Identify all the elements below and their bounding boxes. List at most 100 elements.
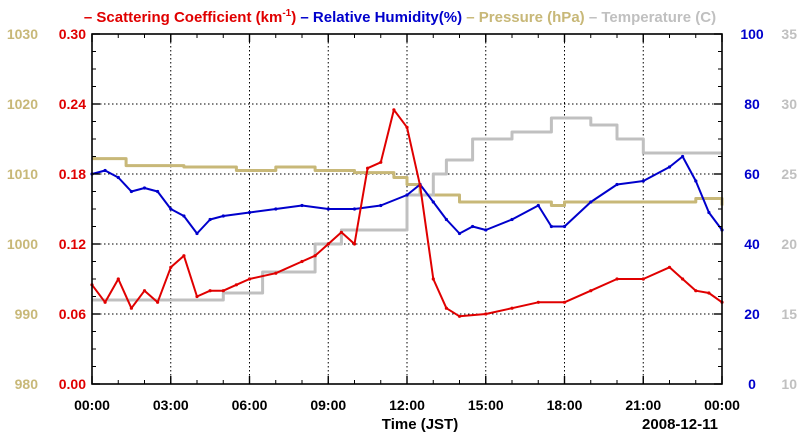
- series-layer: [90, 108, 724, 318]
- temperature-tick-label: 30: [781, 96, 797, 112]
- series-point-scattering: [142, 289, 147, 293]
- series-point-humidity: [707, 210, 711, 215]
- pressure-tick-label: 980: [15, 376, 39, 392]
- series-point-humidity: [156, 189, 160, 194]
- legend-entry-3: – Temperature (: [585, 9, 701, 26]
- series-point-scattering: [339, 230, 343, 234]
- temperature-tick-label: 15: [781, 306, 797, 322]
- series-point-scattering: [694, 289, 698, 293]
- legend-entry-tail: C): [700, 9, 716, 26]
- scattering-tick-label: 0.06: [59, 306, 86, 322]
- series-point-humidity: [510, 217, 514, 222]
- tick-layer: 00:00 03:00 06:00 09:00 12:00 15:00 18:00 21:00…: [7, 26, 797, 413]
- series-point-humidity: [103, 168, 107, 173]
- series-point-scattering: [457, 314, 462, 318]
- series-point-humidity: [405, 193, 409, 197]
- series-point-scattering: [300, 259, 304, 264]
- scattering-tick-label: 0.12: [59, 236, 86, 252]
- legend-title-text: – Scattering Coefficient (km-1) – Relati…: [84, 8, 716, 26]
- series-point-scattering: [156, 300, 160, 304]
- series-point-scattering: [392, 108, 396, 112]
- series-point-humidity: [457, 231, 462, 236]
- series-point-humidity: [615, 182, 619, 187]
- pressure-tick-label: 1020: [7, 96, 38, 112]
- scattering-tick-label: 0.30: [59, 26, 86, 42]
- humidity-tick-label: 40: [744, 236, 760, 252]
- series-point-scattering: [195, 294, 199, 299]
- series-point-scattering: [221, 289, 225, 293]
- series-point-humidity: [142, 186, 147, 190]
- x-tick-label: 21:00: [625, 397, 661, 413]
- date-label: 2008-12-11: [642, 416, 718, 433]
- legend-title: – Scattering Coefficient (km-1) – Relati…: [84, 8, 716, 26]
- series-point-humidity: [182, 214, 186, 218]
- series-point-humidity: [208, 217, 212, 222]
- series-point-scattering: [182, 254, 186, 258]
- x-axis-label: Time (JST): [382, 416, 458, 433]
- series-point-humidity: [300, 203, 304, 208]
- series-point-scattering: [169, 265, 173, 269]
- series-point-humidity: [667, 165, 672, 169]
- humidity-tick-label: 100: [740, 26, 764, 42]
- series-point-humidity: [352, 207, 357, 211]
- series-point-scattering: [208, 289, 212, 293]
- series-point-scattering: [313, 254, 317, 258]
- legend-entry-1: – Relative Humidity(%): [296, 9, 462, 26]
- series-point-scattering: [418, 184, 422, 188]
- series-point-humidity: [326, 207, 330, 211]
- pressure-tick-label: 990: [15, 306, 39, 322]
- x-tick-label: 18:00: [547, 397, 583, 413]
- series-point-humidity: [562, 224, 567, 229]
- series-point-scattering: [431, 277, 435, 281]
- series-point-humidity: [641, 179, 645, 183]
- series-point-humidity: [694, 179, 698, 183]
- x-tick-label: 15:00: [468, 397, 504, 413]
- x-tick-label: 00:00: [704, 397, 740, 413]
- series-line-temperature: [92, 116, 722, 302]
- humidity-tick-label: 60: [744, 166, 760, 182]
- series-point-humidity: [589, 200, 593, 204]
- series-point-humidity: [169, 207, 173, 211]
- x-tick-label: 12:00: [389, 397, 425, 413]
- series-point-scattering: [234, 283, 238, 287]
- legend-entry-tail: ): [291, 9, 296, 26]
- series-point-humidity: [549, 224, 554, 229]
- temperature-tick-label: 35: [781, 26, 797, 42]
- series-point-humidity: [195, 231, 199, 236]
- series-point-humidity: [431, 200, 435, 204]
- series-point-scattering: [641, 277, 645, 281]
- series-point-scattering: [247, 277, 252, 281]
- series-point-scattering: [707, 291, 711, 295]
- series-point-humidity: [247, 210, 252, 215]
- series-point-scattering: [352, 242, 357, 246]
- series-point-humidity: [116, 175, 120, 180]
- series-point-scattering: [366, 166, 370, 170]
- series-point-scattering: [326, 242, 330, 246]
- humidity-tick-label: 80: [744, 96, 760, 112]
- temperature-tick-label: 20: [781, 236, 797, 252]
- x-tick-label: 00:00: [74, 397, 110, 413]
- series-point-scattering: [589, 289, 593, 293]
- series-point-scattering: [379, 160, 383, 164]
- series-point-humidity: [681, 154, 685, 159]
- pressure-tick-label: 1010: [7, 166, 38, 182]
- pressure-tick-label: 1030: [7, 26, 38, 42]
- series-point-humidity: [536, 203, 540, 208]
- scattering-tick-label: 0.18: [59, 166, 86, 182]
- series-point-scattering: [103, 300, 107, 304]
- legend-entry-2: – Pressure (hPa): [462, 9, 585, 26]
- series-point-scattering: [667, 265, 672, 269]
- series-point-scattering: [444, 306, 448, 310]
- series-point-humidity: [129, 189, 133, 194]
- x-tick-label: 03:00: [153, 397, 189, 413]
- series-point-humidity: [274, 207, 278, 211]
- x-tick-label: 06:00: [232, 397, 268, 413]
- series-point-scattering: [681, 277, 685, 281]
- series-point-humidity: [444, 217, 448, 222]
- x-tick-label: 09:00: [310, 397, 346, 413]
- grid: [92, 34, 722, 384]
- series-line-pressure: [92, 157, 724, 207]
- scattering-tick-label: 0.24: [59, 96, 86, 112]
- series-point-scattering: [484, 312, 488, 316]
